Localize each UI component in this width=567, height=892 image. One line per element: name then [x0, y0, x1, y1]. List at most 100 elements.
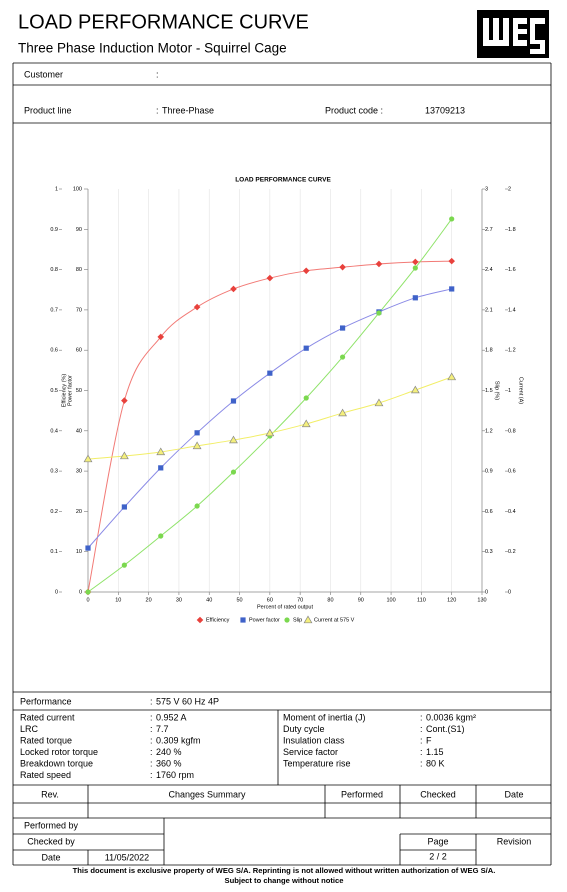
data-point [447, 372, 457, 381]
product-code-value: 13709213 [425, 105, 465, 115]
column-header: Checked [420, 789, 456, 799]
detail-value: F [426, 735, 432, 745]
page-label: Page [427, 836, 448, 846]
y-tick-label: 30 [76, 469, 82, 475]
series-line [87, 260, 452, 593]
column-header: Changes Summary [168, 789, 246, 799]
footer: This document is exclusive property of W… [73, 866, 496, 875]
data-point [229, 435, 238, 444]
y-tick-label: 100 [73, 186, 82, 192]
data-point [230, 398, 237, 404]
data-point [194, 503, 200, 509]
legend-label: Power factor [249, 617, 280, 623]
y-axis-label: Power factor [67, 375, 73, 406]
detail-value: 1.15 [426, 747, 444, 757]
detail-label: Temperature rise [283, 758, 351, 768]
detail-value: 360 % [156, 758, 182, 768]
data-point [448, 257, 455, 265]
y-tick-label: 0.3 [485, 549, 493, 555]
separator: : [150, 758, 153, 768]
signoff-date: 11/05/2022 [105, 852, 149, 862]
y-tick-label: 0 [485, 589, 488, 595]
performance-value: 575 V 60 Hz 4P [156, 696, 219, 706]
y-tick-label: 10 [76, 549, 82, 555]
x-tick-label: 10 [115, 597, 121, 603]
legend-label: Efficiency [206, 617, 230, 623]
signoff-label: Date [41, 852, 60, 862]
data-point [301, 419, 311, 428]
y-axis-label: Slip (%) [494, 381, 500, 400]
data-point [85, 589, 91, 595]
separator: : [420, 758, 423, 768]
detail-value: Cont.(S1) [426, 724, 465, 734]
y-tick-label: 0.4 [508, 509, 516, 515]
y-tick-label: 60 [76, 348, 82, 354]
x-tick-label: 90 [358, 597, 364, 603]
data-point [230, 285, 237, 293]
detail-value: 7.7 [156, 724, 169, 734]
separator: : [150, 735, 153, 745]
footer: Subject to change without notice [225, 876, 344, 885]
y-tick-label: 0.3 [50, 469, 58, 475]
data-point [374, 398, 384, 407]
data-point [265, 428, 275, 437]
detail-label: Insulation class [283, 735, 345, 745]
data-point [121, 562, 127, 568]
data-point [449, 286, 455, 292]
x-tick-label: 80 [327, 597, 333, 603]
y-tick-label: 0.1 [50, 549, 58, 555]
revision-table: Rev. Changes Summary Performed Checked Date [41, 789, 523, 799]
separator: : [420, 724, 423, 734]
y-tick-label: 1.5 [485, 388, 493, 394]
y-tick-label: 0.7 [50, 307, 58, 313]
x-tick-label: 120 [447, 597, 456, 603]
signoff-label: Checked by [27, 836, 75, 846]
legend-marker [284, 617, 290, 623]
detail-label: Rated current [20, 712, 75, 722]
data-point [449, 216, 455, 222]
y-axis-label: Current (A) [518, 377, 524, 404]
data-point [303, 395, 309, 401]
y-tick-label: 1.2 [508, 348, 516, 354]
y-tick-label: 2.7 [485, 227, 493, 233]
customer-label: Customer [24, 69, 63, 79]
y-tick-label: 0 [55, 589, 58, 595]
data-point [157, 333, 165, 341]
x-tick-label: 130 [477, 597, 486, 603]
y-tick-label: 1 [508, 388, 511, 394]
detail-value: 1760 rpm [156, 770, 194, 780]
doc-subtitle: Three Phase Induction Motor - Squirrel C… [18, 41, 287, 56]
x-tick-label: 50 [236, 597, 242, 603]
separator: : [150, 770, 153, 780]
y-tick-label: 0.2 [50, 509, 58, 515]
detail-label: Moment of inertia (J) [283, 712, 366, 722]
data-point [193, 303, 201, 311]
x-tick-label: 40 [206, 597, 212, 603]
y-tick-label: 0.4 [50, 428, 58, 434]
y-tick-label: 20 [76, 509, 82, 515]
detail-label: Locked rotor torque [20, 747, 98, 757]
performance-label: Performance [20, 696, 72, 706]
rules [12, 62, 552, 866]
y-tick-label: 1.6 [508, 267, 516, 273]
column-header: Rev. [41, 789, 59, 799]
y-tick-label: 0.2 [508, 549, 516, 555]
detail-label: Rated torque [20, 735, 72, 745]
product-code-label: Product code : [325, 105, 383, 115]
y-tick-label: 0.6 [485, 509, 493, 515]
x-tick-label: 30 [176, 597, 182, 603]
y-tick-label: 0.8 [508, 428, 516, 434]
data-point [267, 370, 273, 376]
data-point [83, 454, 93, 463]
y-tick-label: 0.9 [50, 227, 58, 233]
data-point [194, 430, 200, 436]
legend-marker [196, 616, 204, 624]
x-tick-label: 20 [146, 597, 152, 603]
product-line-value: Three-Phase [162, 105, 214, 115]
detail-label: Service factor [283, 747, 338, 757]
separator: : [150, 712, 153, 722]
x-tick-label: 70 [297, 597, 303, 603]
